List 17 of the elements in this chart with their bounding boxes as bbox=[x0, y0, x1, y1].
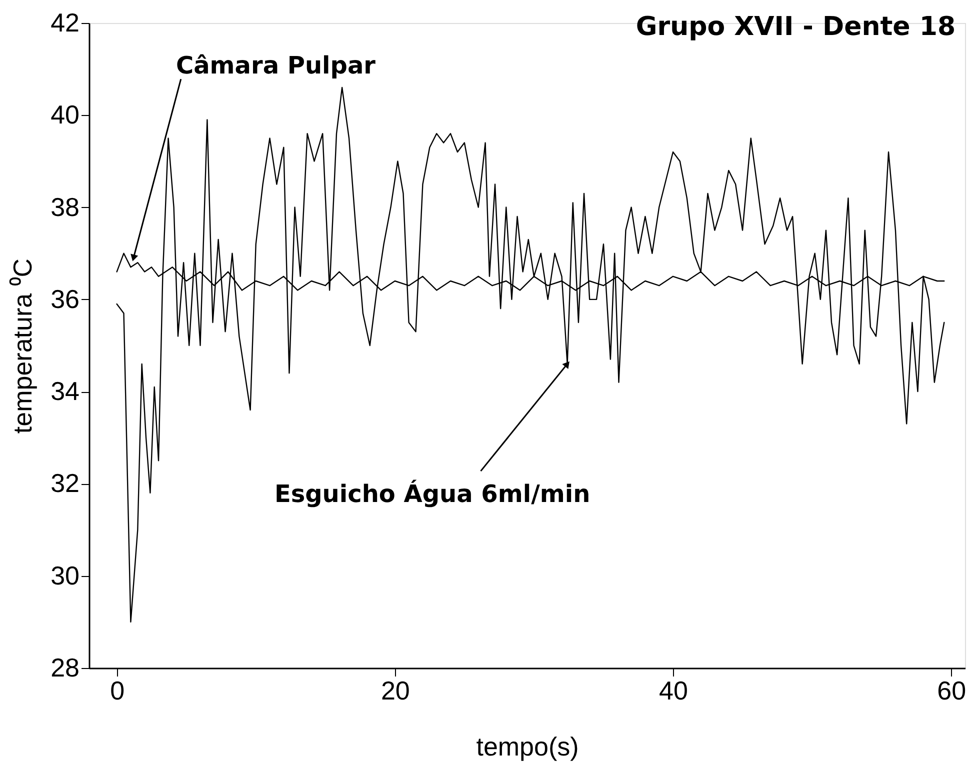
x-tick-label: 60 bbox=[937, 676, 966, 706]
annotation: Câmara Pulpar bbox=[176, 52, 376, 80]
y-tick-label: 32 bbox=[50, 468, 80, 498]
y-axis-title: temperatura ⁰C bbox=[8, 258, 38, 434]
y-tick-label: 36 bbox=[50, 284, 80, 314]
y-tick-label: 34 bbox=[50, 376, 80, 406]
x-tick-label: 40 bbox=[659, 676, 688, 706]
y-tick-label: 30 bbox=[50, 560, 80, 590]
y-tick-label: 40 bbox=[50, 100, 80, 130]
y-tick-label: 28 bbox=[50, 652, 80, 682]
x-tick-label: 0 bbox=[110, 676, 125, 706]
y-tick-label: 42 bbox=[50, 8, 80, 38]
y-tick-label: 38 bbox=[50, 192, 80, 222]
chart-title: Grupo XVII - Dente 18 bbox=[636, 12, 956, 42]
x-tick-label: 20 bbox=[380, 676, 410, 706]
annotation: Esguicho Água 6ml/min bbox=[274, 479, 590, 508]
x-axis-title: tempo(s) bbox=[476, 732, 579, 762]
